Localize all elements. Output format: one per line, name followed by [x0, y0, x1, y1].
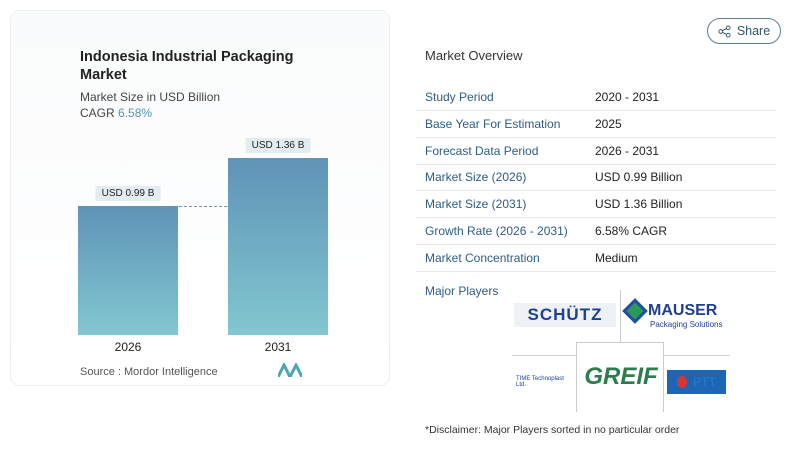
player-logo-time-technoplast: TIME Technoplast Ltd. [516, 376, 564, 388]
overview-label: Market Size (2031) [425, 197, 527, 212]
chart-subtitle: Market Size in USD Billion [80, 90, 221, 104]
player-logo-ptt: PTT [667, 370, 726, 394]
disclaimer: *Disclaimer: Major Players sorted in no … [425, 424, 680, 436]
bar-2031 [228, 158, 328, 335]
overview-value: Medium [595, 250, 638, 265]
overview-label: Growth Rate (2026 - 2031) [425, 224, 568, 238]
overview-label: Study Period [425, 90, 494, 104]
share-button[interactable]: Share [707, 18, 781, 44]
overview-title: Market Overview [425, 48, 523, 63]
player-logo-schutz: SCHÜTZ [514, 303, 616, 327]
overview-label: Forecast Data Period [425, 143, 539, 158]
mordor-logo-icon [278, 363, 302, 377]
overview-value: USD 1.36 Billion [595, 197, 683, 212]
x-tick-label: 2031 [264, 340, 292, 354]
x-tick-label: 2026 [114, 340, 142, 354]
chart-title: Indonesia Industrial Packaging Market [80, 49, 294, 83]
overview-row: Market Size (2026) USD 0.99 Billion [416, 164, 776, 192]
overview-row: Forecast Data Period 2026 - 2031 [416, 138, 776, 165]
source: Source : Mordor Intelligence [80, 366, 218, 378]
share-label: Share [736, 24, 771, 38]
overview-label: Market Size (2026) [425, 170, 527, 185]
overview-value: 2020 - 2031 [595, 90, 660, 104]
cagr: CAGR 6.58% [80, 106, 152, 120]
overview-value: 6.58% CAGR [595, 224, 668, 238]
overview-value: 2025 [595, 116, 622, 131]
player-logo-greif: GREIF [584, 363, 658, 390]
overview-value: USD 0.99 Billion [595, 170, 683, 185]
overview-row: Growth Rate (2026 - 2031) 6.58% CAGR [416, 218, 776, 245]
data-label: USD 1.36 B [245, 138, 311, 154]
overview-value: 2026 - 2031 [595, 143, 660, 158]
overview-row: Market Size (2031) USD 1.36 Billion [416, 191, 776, 219]
overview-label: Base Year For Estimation [425, 116, 561, 131]
player-logo-mauser: MAUSER Packaging Solutions [622, 297, 726, 332]
overview-row: Base Year For Estimation 2025 [416, 111, 776, 138]
reference-line [78, 206, 328, 208]
overview-row: Market Concentration Medium [416, 245, 776, 272]
cagr-label: CAGR [80, 106, 115, 120]
bar-2026 [78, 206, 178, 335]
overview-row: Study Period 2020 - 2031 [416, 84, 776, 111]
share-icon [718, 24, 731, 38]
overview-label: Market Concentration [425, 250, 540, 265]
cagr-value: 6.58% [118, 106, 153, 120]
major-players-label: Major Players [425, 284, 499, 298]
data-label: USD 0.99 B [95, 186, 161, 202]
